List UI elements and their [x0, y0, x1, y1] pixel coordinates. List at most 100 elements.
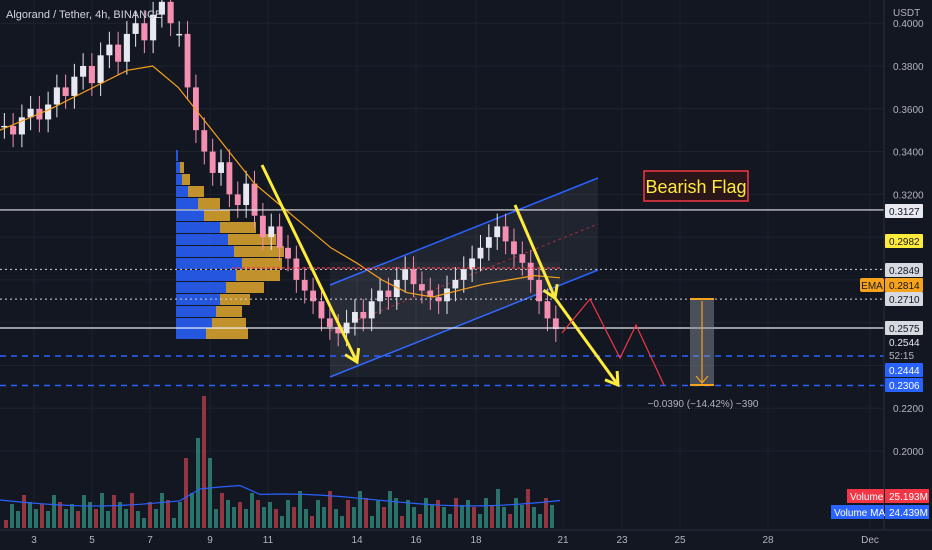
candle-body	[251, 183, 258, 216]
volume-bar	[196, 438, 200, 528]
candle-body	[301, 279, 308, 291]
x-tick-label: 14	[351, 535, 363, 546]
profile-bar-gold	[226, 282, 264, 293]
candle-body	[10, 125, 17, 135]
price-badge	[885, 321, 923, 335]
price-badge-label: 0.3127	[889, 207, 920, 218]
candle-body	[192, 87, 199, 131]
volume-bar	[34, 509, 38, 528]
volume-bar	[412, 507, 416, 528]
volume-bar	[202, 396, 206, 528]
volume-bar	[376, 500, 380, 528]
volume-bar	[358, 491, 362, 528]
volume-bar	[172, 518, 176, 528]
volume-bar	[250, 493, 254, 528]
y-tick-label: 0.3800	[893, 62, 924, 73]
candle-body	[352, 311, 358, 323]
candle-body	[511, 241, 517, 255]
candles	[1, 0, 559, 347]
y-tick-label: 0.2200	[893, 404, 924, 415]
profile-bar-blue	[176, 328, 206, 339]
volume-bar	[118, 502, 122, 528]
profile-bar-gold	[228, 234, 276, 245]
time-axis[interactable]: 3 5 7 9 11 14 16 18 21 23 25 28 Dec	[0, 529, 932, 546]
volume-bar	[418, 514, 422, 528]
volume-bar	[262, 507, 266, 528]
price-badge-label: 0.2575	[889, 324, 920, 335]
x-tick-label: 3	[31, 535, 37, 546]
profile-bar-gold	[206, 328, 248, 339]
candle-body	[167, 1, 174, 24]
candle-body	[150, 14, 157, 41]
down-arrow-1-head	[344, 347, 361, 365]
volume-bar	[220, 493, 224, 528]
x-tick-label: 9	[207, 535, 213, 546]
volume-bar	[286, 500, 290, 528]
x-tick-label: 18	[470, 535, 482, 546]
y-tick-label: 0.3200	[893, 190, 924, 201]
volume-bar	[502, 507, 506, 528]
price-badge	[885, 378, 923, 392]
down-arrow-1	[260, 164, 359, 363]
volume-bar	[70, 504, 74, 528]
candle-body	[536, 279, 543, 302]
volume-bar	[232, 507, 236, 528]
volume-bar	[4, 520, 8, 528]
bearish-flag-label[interactable]: Bearish Flag	[643, 170, 749, 202]
arrow-drawings[interactable]	[260, 164, 620, 388]
volume-bar	[442, 507, 446, 528]
candle-body	[402, 269, 409, 280]
volume-bar	[454, 498, 458, 528]
volume-bar	[124, 509, 128, 528]
price-badge-label: 0.2710	[889, 295, 920, 306]
volume-bar	[508, 514, 512, 528]
x-tick-label: 21	[557, 535, 569, 546]
volume-bar	[226, 500, 230, 528]
candle-body	[310, 290, 317, 302]
candle-body	[385, 290, 392, 297]
volume-bar	[256, 500, 260, 528]
price-badge	[885, 204, 923, 218]
down-arrow-2a	[513, 204, 557, 299]
volume-bar	[340, 516, 344, 528]
profile-bar-blue	[176, 198, 198, 209]
price-badge	[885, 278, 923, 292]
candle-body	[158, 1, 165, 15]
price-levels[interactable]	[0, 209, 884, 387]
volume-bar	[514, 498, 518, 528]
profile-bar-blue	[176, 186, 188, 197]
candle-body	[268, 226, 275, 238]
price-range-measure[interactable]	[690, 298, 714, 386]
profile-bar-gold	[234, 246, 284, 257]
down-arrow-2-head	[604, 370, 620, 388]
x-tick-label: Dec	[861, 535, 879, 546]
volume-bar	[166, 500, 170, 528]
volume-bar	[364, 498, 368, 528]
volume-ma-label: Volume MA	[834, 508, 885, 519]
profile-bar-blue	[176, 318, 212, 329]
candle-body	[393, 279, 400, 297]
candle-body	[27, 108, 34, 118]
volume-bar	[64, 509, 68, 528]
price-badge-label: 0.2444	[889, 366, 920, 377]
projection-path[interactable]	[561, 297, 665, 386]
candle-body	[259, 215, 266, 238]
y-tick-label: 0.3400	[893, 148, 924, 159]
projection-line	[561, 297, 665, 386]
profile-bar-blue	[176, 282, 226, 293]
candle-body	[80, 66, 87, 77]
candle-body	[494, 226, 501, 238]
candle-body	[360, 311, 367, 319]
price-axis[interactable]: USDT 0.4000 0.3800 0.3600 0.3400 0.3200 0.220…	[883, 0, 924, 530]
volume-bar	[28, 502, 32, 528]
price-badge-label: 0.2544	[889, 338, 920, 349]
volume-bar	[532, 507, 536, 528]
currency-label: USDT	[893, 8, 920, 19]
volume-bar	[490, 505, 494, 528]
candle-body	[326, 318, 333, 327]
volume-bar	[484, 498, 488, 528]
volume-bar	[304, 509, 308, 528]
volume-bar	[106, 511, 110, 528]
candle-body	[226, 162, 233, 195]
